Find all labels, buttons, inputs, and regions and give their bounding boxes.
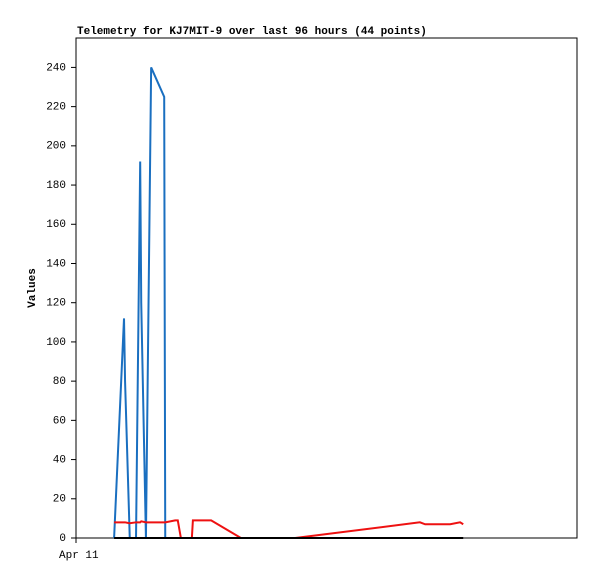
y-tick-label: 160 <box>46 219 66 231</box>
chart-title: Telemetry for KJ7MIT-9 over last 96 hour… <box>77 26 427 38</box>
y-tick-label: 60 <box>53 415 66 427</box>
y-tick-label: 220 <box>46 102 66 114</box>
y-tick-label: 200 <box>46 141 66 153</box>
y-axis-label: Values <box>27 268 39 308</box>
y-tick-label: 240 <box>46 62 66 74</box>
y-tick-label: 140 <box>46 258 66 270</box>
y-tick-label: 80 <box>53 376 66 388</box>
y-tick-label: 180 <box>46 180 66 192</box>
y-tick-label: 100 <box>46 337 66 349</box>
series-line <box>114 519 464 539</box>
y-tick-label: 0 <box>59 533 66 545</box>
series-line <box>113 67 167 539</box>
y-tick-label: 40 <box>53 454 66 466</box>
x-tick-label: Apr 11 <box>59 550 99 562</box>
y-tick-label: 120 <box>46 298 66 310</box>
plot-frame <box>75 37 578 539</box>
y-tick-label: 20 <box>53 494 66 506</box>
